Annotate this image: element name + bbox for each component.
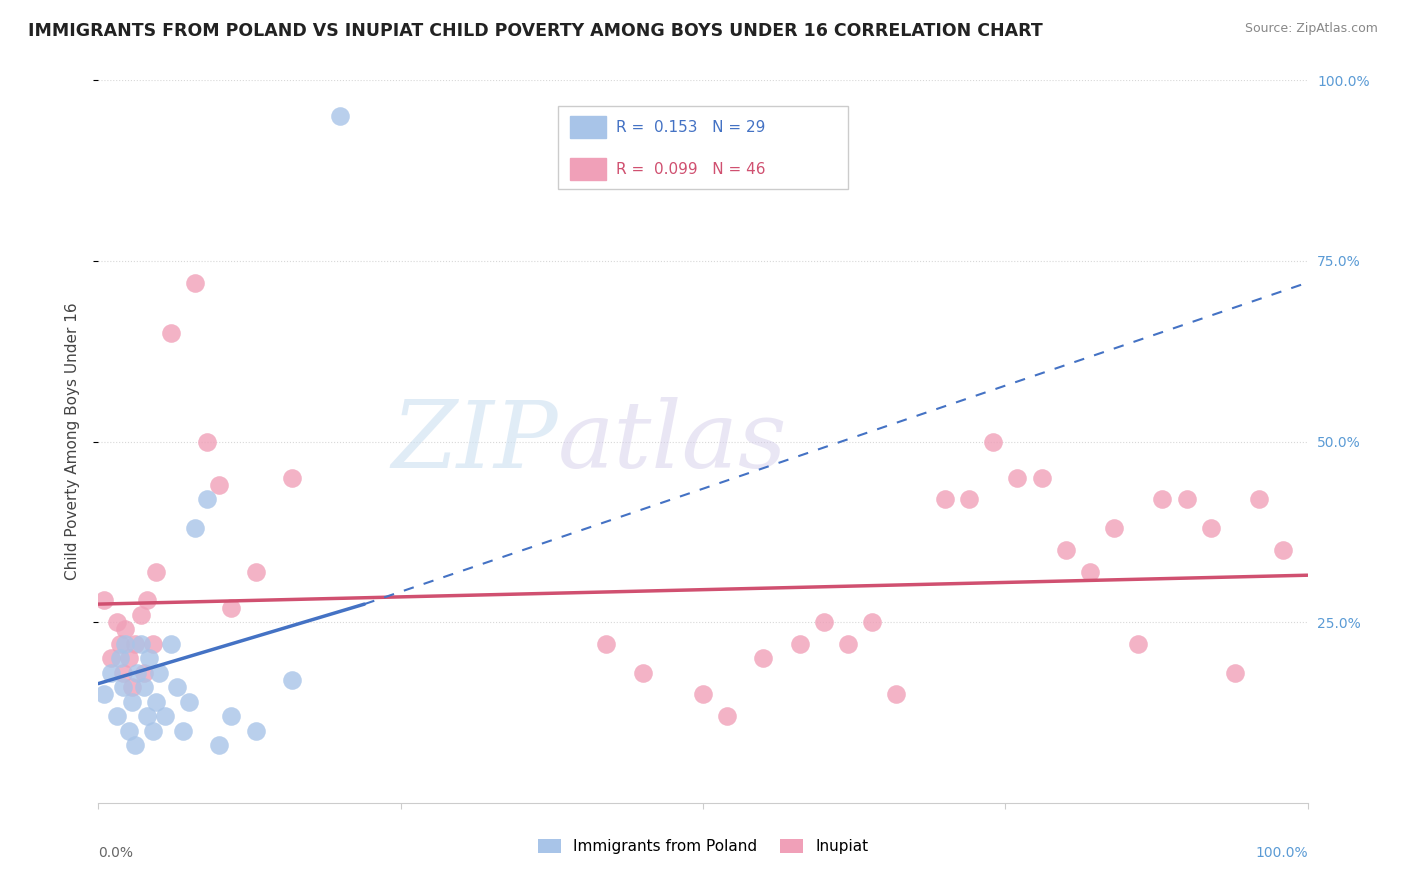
Text: IMMIGRANTS FROM POLAND VS INUPIAT CHILD POVERTY AMONG BOYS UNDER 16 CORRELATION : IMMIGRANTS FROM POLAND VS INUPIAT CHILD …	[28, 22, 1043, 40]
Point	[179, 695, 201, 709]
Point	[631, 665, 654, 680]
Point	[121, 680, 143, 694]
Point	[105, 615, 128, 630]
Point	[221, 600, 243, 615]
Point	[142, 723, 165, 738]
Point	[148, 665, 170, 680]
Point	[1128, 637, 1150, 651]
Point	[100, 665, 122, 680]
Point	[114, 623, 136, 637]
Text: ZIP: ZIP	[391, 397, 558, 486]
Point	[105, 709, 128, 723]
Point	[860, 615, 883, 630]
Point	[108, 637, 131, 651]
Point	[1175, 492, 1198, 507]
Point	[329, 110, 352, 124]
Point	[138, 651, 160, 665]
Point	[1249, 492, 1271, 507]
Point	[118, 651, 141, 665]
Point	[93, 687, 115, 701]
Point	[1152, 492, 1174, 507]
Point	[172, 723, 194, 738]
Point	[595, 637, 617, 651]
Point	[1031, 470, 1053, 484]
Point	[886, 687, 908, 701]
Text: 100.0%: 100.0%	[1256, 847, 1308, 860]
Point	[121, 695, 143, 709]
Y-axis label: Child Poverty Among Boys Under 16: Child Poverty Among Boys Under 16	[65, 302, 80, 581]
Point	[208, 738, 231, 752]
Point	[124, 637, 146, 651]
Point	[245, 565, 267, 579]
Point	[118, 723, 141, 738]
Point	[114, 637, 136, 651]
Legend: Immigrants from Poland, Inupiat: Immigrants from Poland, Inupiat	[531, 833, 875, 860]
Point	[752, 651, 775, 665]
Point	[281, 470, 304, 484]
Point	[245, 723, 267, 738]
Point	[135, 709, 157, 723]
Point	[100, 651, 122, 665]
Point	[111, 680, 134, 694]
Point	[145, 565, 167, 579]
Point	[1199, 521, 1222, 535]
Text: atlas: atlas	[558, 397, 787, 486]
Point	[195, 434, 218, 449]
Point	[134, 665, 156, 680]
Point	[108, 651, 131, 665]
Point	[111, 665, 134, 680]
Point	[195, 492, 218, 507]
Point	[127, 665, 149, 680]
Point	[145, 695, 167, 709]
Point	[934, 492, 956, 507]
Point	[692, 687, 714, 701]
Point	[184, 276, 207, 290]
Point	[1007, 470, 1029, 484]
Point	[93, 593, 115, 607]
Point	[1272, 542, 1295, 557]
Point	[281, 673, 304, 687]
Point	[135, 593, 157, 607]
Point	[129, 637, 152, 651]
Point	[1223, 665, 1246, 680]
Text: R =  0.099   N = 46: R = 0.099 N = 46	[616, 161, 765, 177]
Text: 0.0%: 0.0%	[98, 847, 134, 860]
Point	[221, 709, 243, 723]
Bar	[569, 116, 606, 138]
Point	[1102, 521, 1125, 535]
Point	[1054, 542, 1077, 557]
Point	[789, 637, 811, 651]
Point	[160, 326, 183, 340]
Point	[160, 637, 183, 651]
Point	[981, 434, 1004, 449]
Point	[142, 637, 165, 651]
Text: R =  0.153   N = 29: R = 0.153 N = 29	[616, 120, 765, 135]
Point	[837, 637, 859, 651]
Point	[124, 738, 146, 752]
Point	[153, 709, 176, 723]
Point	[134, 680, 156, 694]
Text: Source: ZipAtlas.com: Source: ZipAtlas.com	[1244, 22, 1378, 36]
Point	[208, 478, 231, 492]
Point	[813, 615, 835, 630]
Point	[166, 680, 188, 694]
FancyBboxPatch shape	[558, 105, 848, 189]
Point	[129, 607, 152, 622]
Point	[716, 709, 738, 723]
Point	[1078, 565, 1101, 579]
Point	[957, 492, 980, 507]
Bar	[569, 158, 606, 180]
Point	[184, 521, 207, 535]
